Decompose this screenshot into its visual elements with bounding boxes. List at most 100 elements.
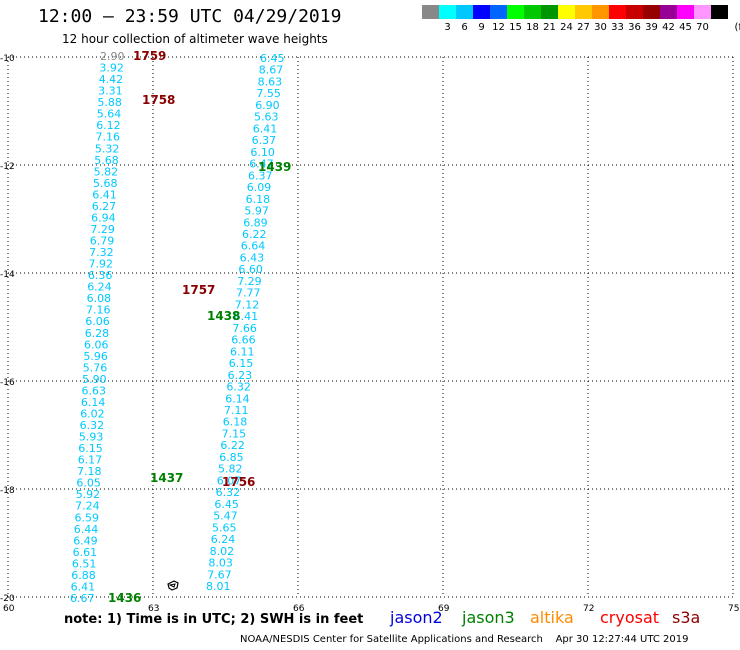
swh-value: 6.90 bbox=[255, 99, 280, 112]
pass-time-label: 1439 bbox=[258, 160, 291, 174]
scale-swatch bbox=[439, 5, 456, 19]
lat-label: -12 bbox=[0, 162, 15, 172]
swh-value: 7.18 bbox=[77, 465, 102, 478]
swh-value: 6.47 bbox=[249, 158, 274, 171]
swh-value: 5.64 bbox=[97, 108, 122, 121]
swh-value: 6.60 bbox=[238, 263, 263, 276]
pass-time-labels: 1759 1758 1439 1757 1438 1437 1756 1436 bbox=[108, 49, 291, 605]
swh-value: 6.10 bbox=[250, 146, 275, 159]
swh-value: 6.32 bbox=[216, 486, 241, 499]
swh-value: 6.79 bbox=[90, 235, 115, 248]
credit-timestamp: Apr 30 12:27:44 UTC 2019 bbox=[555, 634, 689, 645]
swh-value: 7.16 bbox=[86, 304, 111, 317]
scale-swatch bbox=[524, 5, 541, 19]
scale-label: 45 bbox=[679, 22, 692, 33]
swh-value: 6.37 bbox=[248, 169, 273, 182]
scale-swatch bbox=[558, 5, 575, 19]
swh-value: 6.18 bbox=[223, 416, 248, 429]
swh-value: 6.14 bbox=[225, 392, 250, 405]
swh-value: 7.66 bbox=[232, 322, 257, 335]
swh-value: 6.36 bbox=[88, 269, 113, 282]
swh-value: 6.06 bbox=[84, 338, 109, 351]
swh-value: 6.89 bbox=[243, 216, 268, 229]
swh-value: 5.32 bbox=[95, 142, 120, 155]
footer-note: note: 1) Time is in UTC; 2) SWH is in fe… bbox=[64, 612, 364, 627]
swh-value: 8.67 bbox=[259, 64, 284, 77]
swh-value: 6.24 bbox=[211, 533, 236, 546]
lat-label: -20 bbox=[0, 594, 15, 604]
scale-swatch bbox=[660, 5, 677, 19]
page-title: 12:00 – 23:59 UTC 04/29/2019 bbox=[38, 6, 342, 27]
swh-value: 6.44 bbox=[74, 523, 99, 536]
swh-value: 3.31 bbox=[98, 85, 123, 98]
swh-value: 5.90 bbox=[82, 373, 107, 386]
swh-value: 5.65 bbox=[212, 521, 237, 534]
swh-value: 7.24 bbox=[75, 500, 100, 513]
scale-swatch bbox=[507, 5, 524, 19]
legend-altika: altika bbox=[530, 608, 574, 627]
swh-value: 6.32 bbox=[226, 381, 251, 394]
latitude-labels: -10 -12 -14 -16 -18 -20 bbox=[0, 54, 15, 604]
scale-swatch bbox=[575, 5, 592, 19]
swh-value: 6.63 bbox=[82, 384, 107, 397]
scale-label: 39 bbox=[645, 22, 658, 33]
lat-label: -16 bbox=[0, 378, 15, 388]
pass-time-label: 1759 bbox=[133, 49, 166, 63]
scale-swatch bbox=[609, 5, 626, 19]
swh-value: 6.15 bbox=[78, 442, 103, 455]
scale-label: 6 bbox=[461, 22, 468, 33]
scale-label: 15 bbox=[509, 22, 522, 33]
swh-value: 8.02 bbox=[210, 545, 235, 558]
swh-value: 3.92 bbox=[99, 62, 124, 75]
scale-swatch bbox=[473, 5, 490, 19]
swh-value: 6.05 bbox=[76, 477, 101, 490]
scale-label: 9 bbox=[478, 22, 485, 33]
longitude-labels: 60 63 66 69 72 75 bbox=[3, 604, 739, 614]
swh-value: 7.92 bbox=[89, 258, 114, 271]
swh-value: 6.27 bbox=[92, 200, 117, 213]
swh-value: 6.17 bbox=[78, 454, 103, 467]
swh-value: 7.77 bbox=[236, 287, 261, 300]
swh-value: 6.94 bbox=[91, 211, 116, 224]
swh-value: 6.15 bbox=[229, 357, 254, 370]
swh-value: 6.41 bbox=[71, 581, 96, 594]
scale-label: 33 bbox=[611, 22, 624, 33]
swh-value: 6.28 bbox=[85, 327, 110, 340]
swh-value: 6.41 bbox=[234, 310, 259, 323]
swh-value: 5.68 bbox=[94, 154, 119, 167]
swh-value: 6.23 bbox=[228, 369, 253, 382]
pass-time-label: 1756 bbox=[222, 475, 255, 489]
pass-time-label: 1757 bbox=[182, 283, 215, 297]
swh-value: 5.47 bbox=[213, 510, 238, 523]
swh-value: 4.42 bbox=[99, 73, 124, 86]
swh-value: 7.32 bbox=[89, 246, 114, 259]
swh-value: 7.11 bbox=[224, 404, 249, 417]
swh-value: 6.45 bbox=[260, 52, 285, 65]
lat-label: -18 bbox=[0, 486, 15, 496]
swh-value: 6.08 bbox=[87, 292, 112, 305]
swh-value: 5.76 bbox=[83, 361, 108, 374]
swh-value: 5.68 bbox=[93, 177, 118, 190]
swh-value: 6.41 bbox=[92, 188, 117, 201]
swh-value: 5.82 bbox=[94, 165, 119, 178]
swh-value: 6.64 bbox=[241, 240, 265, 253]
swh-value: 7.55 bbox=[256, 87, 281, 100]
scale-label: 30 bbox=[594, 22, 607, 33]
swh-value: 7.29 bbox=[237, 275, 262, 288]
swh-value: 6.22 bbox=[242, 228, 267, 241]
scale-swatch bbox=[626, 5, 643, 19]
pass-time-label: 1437 bbox=[150, 471, 183, 485]
swh-value: 6.43 bbox=[240, 252, 265, 265]
legend-jason3: jason3 bbox=[462, 608, 515, 627]
swh-value: 6.18 bbox=[246, 193, 271, 206]
scale-swatch bbox=[422, 5, 439, 19]
swh-value: 6.11 bbox=[230, 345, 255, 358]
swh-value: 6.07 bbox=[217, 474, 242, 487]
swh-value: 6.61 bbox=[73, 546, 98, 559]
swh-value: 8.01 bbox=[206, 580, 231, 593]
scale-swatch bbox=[694, 5, 711, 19]
swh-value: 7.16 bbox=[96, 131, 121, 144]
lon-label: 63 bbox=[148, 604, 159, 614]
lon-label: 66 bbox=[293, 604, 305, 614]
right-track-values: 6.458.678.637.556.905.636.416.376.106.47… bbox=[206, 52, 285, 593]
